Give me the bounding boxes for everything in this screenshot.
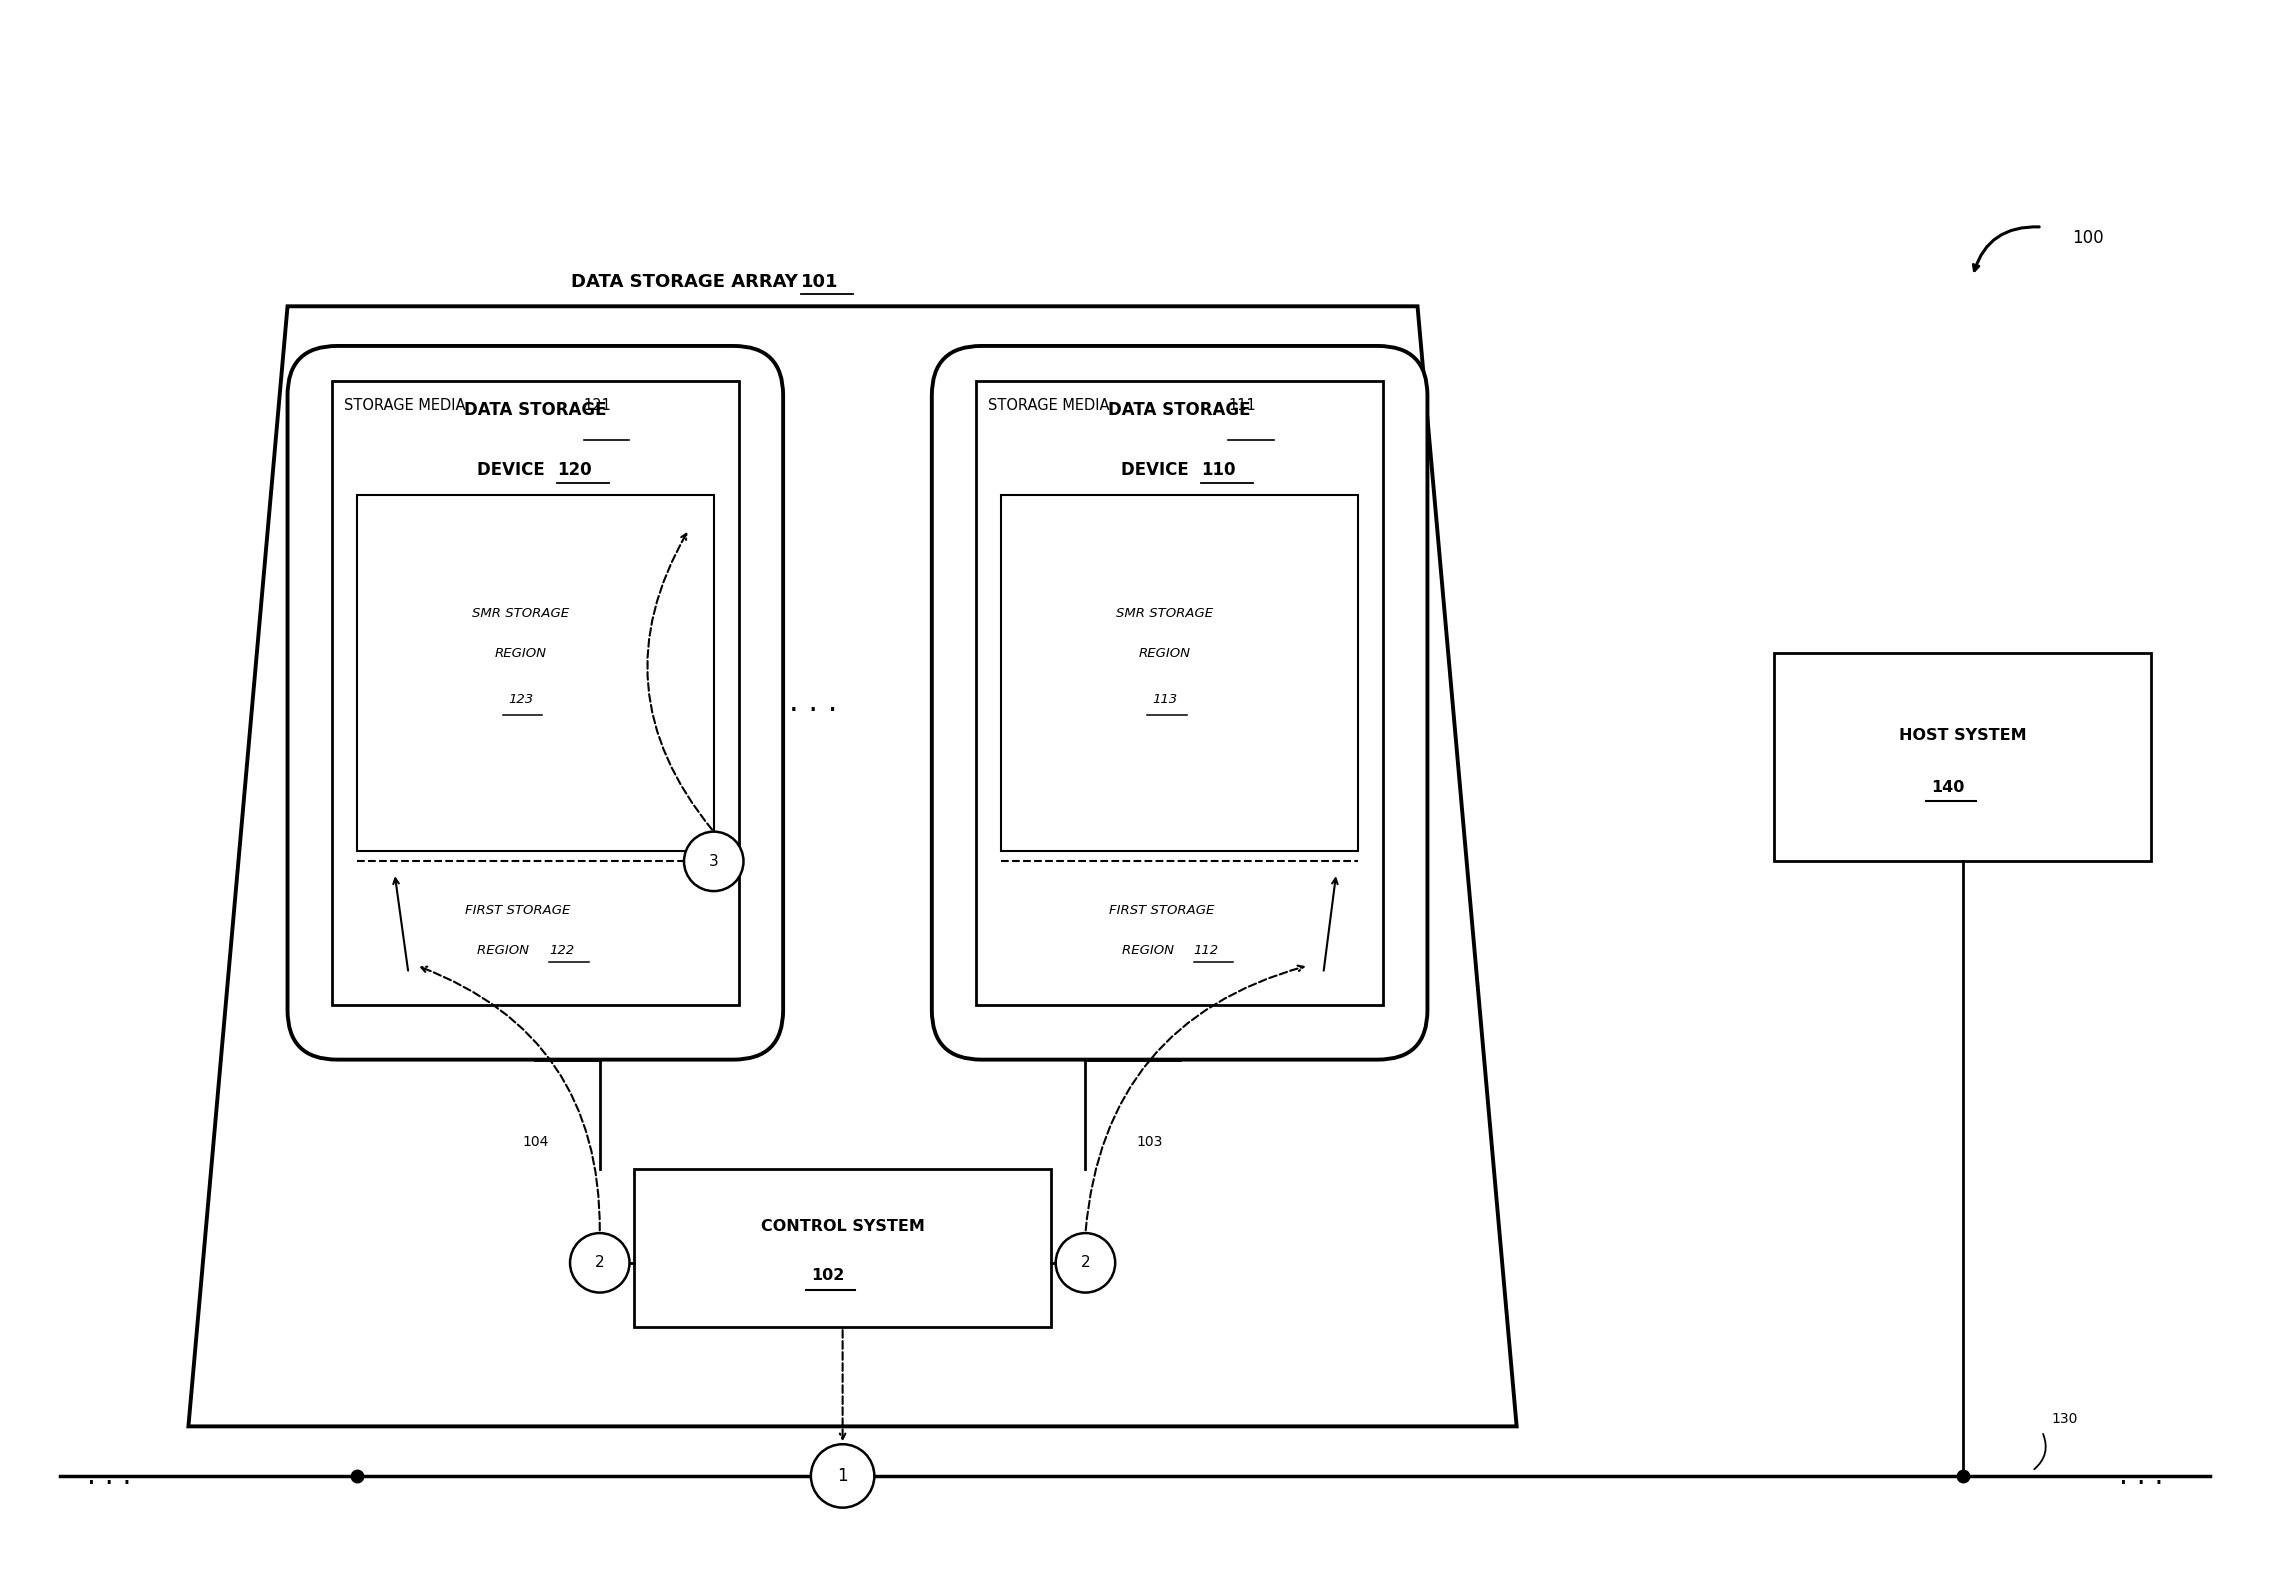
Text: CONTROL SYSTEM: CONTROL SYSTEM [760,1218,924,1234]
Circle shape [685,832,744,891]
Text: 120: 120 [557,460,592,479]
Text: 2: 2 [1081,1256,1090,1270]
Text: DEVICE: DEVICE [478,460,551,479]
Text: 1: 1 [837,1467,849,1485]
Text: . . .: . . . [789,688,837,717]
Bar [1001,495,1358,851]
Text: DATA STORAGE: DATA STORAGE [1108,402,1251,419]
Text: 130: 130 [2052,1413,2079,1427]
Text: 122: 122 [548,943,573,957]
Text: STORAGE MEDIA: STORAGE MEDIA [987,399,1115,413]
Text: REGION: REGION [478,943,535,957]
Bar [976,381,1383,1005]
Text: 110: 110 [1201,460,1235,479]
Circle shape [571,1232,630,1292]
Text: SMR STORAGE: SMR STORAGE [1117,607,1213,620]
Text: 100: 100 [2073,229,2104,247]
Circle shape [810,1444,874,1508]
Text: 102: 102 [812,1269,844,1283]
Text: 103: 103 [1138,1134,1163,1149]
FancyBboxPatch shape [933,346,1426,1060]
Text: FIRST STORAGE: FIRST STORAGE [1110,903,1215,918]
Text: 3: 3 [710,854,719,869]
Text: SMR STORAGE: SMR STORAGE [471,607,569,620]
Bar [332,381,739,1005]
Text: 104: 104 [523,1134,548,1149]
Text: 112: 112 [1194,943,1219,957]
Text: REGION: REGION [494,647,546,660]
Text: 123: 123 [507,693,532,706]
Text: . . .: . . . [2118,1462,2164,1490]
Text: 101: 101 [801,272,839,291]
Text: FIRST STORAGE: FIRST STORAGE [464,903,571,918]
Bar [1774,653,2152,861]
Text: HOST SYSTEM: HOST SYSTEM [1900,728,2027,744]
Bar [357,495,714,851]
Text: 140: 140 [1931,780,1966,794]
Text: 111: 111 [1228,399,1256,413]
Polygon shape [189,307,1517,1427]
Text: . . .: . . . [86,1462,132,1490]
Text: 2: 2 [596,1256,605,1270]
Text: STORAGE MEDIA: STORAGE MEDIA [344,399,471,413]
Bar [635,1169,1051,1327]
Text: REGION: REGION [1122,943,1178,957]
Circle shape [1056,1232,1115,1292]
Text: 121: 121 [585,399,612,413]
Text: REGION: REGION [1140,647,1190,660]
FancyBboxPatch shape [287,346,783,1060]
Text: DATA STORAGE ARRAY: DATA STORAGE ARRAY [571,272,799,291]
Text: 113: 113 [1151,693,1178,706]
Text: DATA STORAGE: DATA STORAGE [464,402,607,419]
Text: DEVICE: DEVICE [1122,460,1194,479]
